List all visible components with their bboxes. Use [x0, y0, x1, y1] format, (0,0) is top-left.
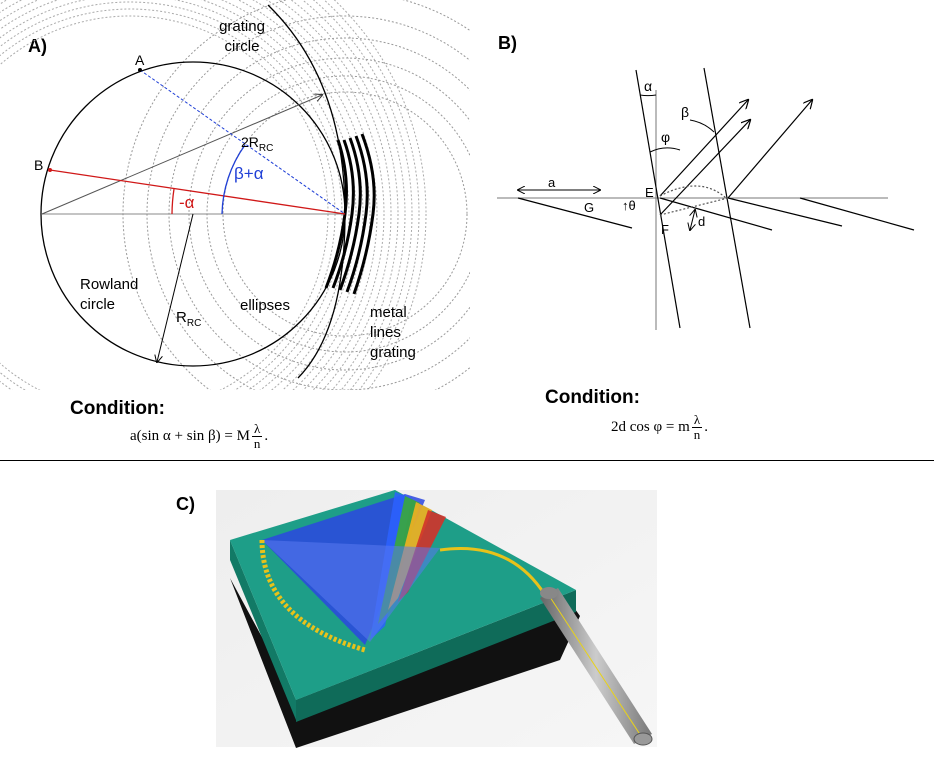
divider-right	[468, 460, 934, 461]
beta-alpha-label: β+α	[234, 164, 264, 183]
panel-b-label: B)	[498, 33, 517, 53]
radius-2r-label: 2RRC	[241, 134, 274, 154]
red-line	[49, 169, 346, 215]
point-b-label: B	[34, 157, 44, 173]
beta-label: β	[681, 104, 690, 120]
panel-c-label: C)	[176, 494, 195, 514]
blue-dashed-line	[139, 69, 346, 215]
condition-b-label: Condition:	[545, 387, 640, 408]
g-label: G	[584, 200, 595, 215]
a-label: a	[548, 175, 556, 190]
point-a-label: A	[135, 52, 145, 68]
metal-lines-grating-label: metal lines grating	[370, 304, 416, 361]
rowland-circle-label: Rowland circle	[80, 276, 139, 313]
alpha-label: α	[644, 78, 653, 94]
grating-circle-label: grating circle	[219, 18, 265, 55]
e-label: E	[645, 185, 654, 200]
panel-a-label: A)	[28, 36, 47, 56]
phi-label: φ	[661, 129, 671, 145]
divider-left	[0, 460, 468, 461]
theta-label: ↑θ	[622, 198, 636, 213]
f-label: F	[661, 222, 669, 237]
condition-a-label: Condition:	[70, 398, 165, 419]
ellipses-label: ellipses	[240, 297, 291, 314]
d-label: d	[698, 214, 706, 229]
radius-r-label: RRC	[176, 309, 202, 329]
neg-alpha-label: -α	[179, 193, 195, 212]
